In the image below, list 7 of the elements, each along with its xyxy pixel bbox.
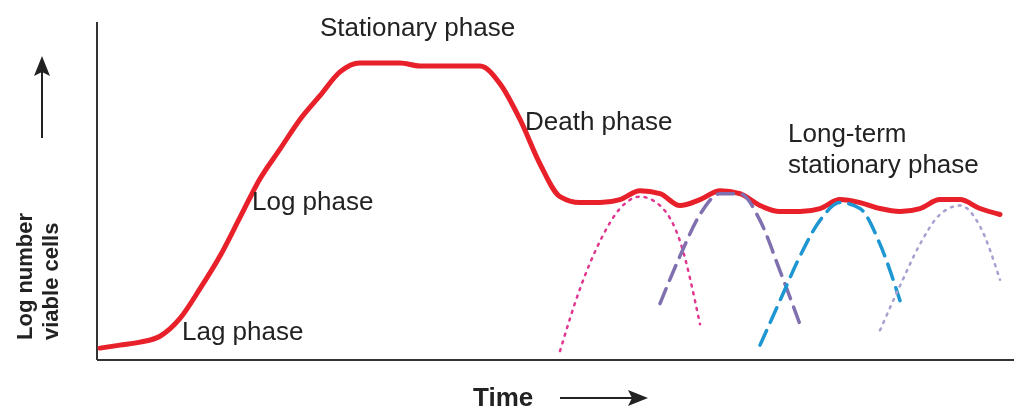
annotation: Lag phase	[182, 316, 304, 346]
text: Stationary phase	[320, 12, 516, 42]
y-axis-title: Log number viable cells	[12, 212, 63, 340]
annotation: Death phase	[525, 106, 673, 136]
annotation: Log phase	[252, 186, 374, 216]
annotation: Long-term stationary phase	[788, 118, 979, 179]
x-axis-title: Time	[473, 382, 534, 410]
